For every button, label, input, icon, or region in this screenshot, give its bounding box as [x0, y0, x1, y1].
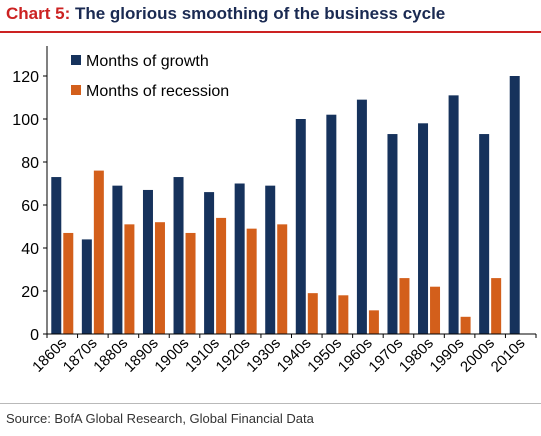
- bar-growth: [326, 114, 337, 334]
- bar-growth: [81, 239, 92, 334]
- bar-recession: [307, 293, 318, 334]
- legend-label-recession: Months of recession: [86, 83, 229, 100]
- y-tick-label: 40: [21, 241, 39, 258]
- y-tick-label: 0: [30, 327, 39, 344]
- y-tick-label: 20: [21, 284, 39, 301]
- bar-recession: [430, 286, 441, 334]
- x-axis: 1860s1870s1880s1890s1900s1910s1920s1930s…: [29, 333, 537, 376]
- y-axis: 0 20 40 60 80 100 120: [12, 46, 48, 344]
- source-note: Source: BofA Global Research, Global Fin…: [6, 411, 314, 426]
- chart-title: Chart 5: The glorious smoothing of the b…: [6, 4, 445, 24]
- legend-swatch-growth: [71, 55, 81, 65]
- chart-title-text: The glorious smoothing of the business c…: [74, 4, 446, 23]
- chart-number: Chart 5:: [6, 4, 71, 23]
- bar-growth: [418, 123, 429, 334]
- x-tick-label: 1970s: [365, 335, 406, 376]
- x-tick-label: 1980s: [396, 335, 437, 376]
- legend: Months of growth Months of recession: [71, 53, 229, 100]
- bar-growth: [204, 192, 215, 334]
- legend-swatch-recession: [71, 85, 81, 95]
- bar-growth: [448, 95, 459, 334]
- x-tick-label: 1960s: [335, 335, 376, 376]
- bar-recession: [93, 170, 104, 334]
- x-tick-label: 2010s: [488, 335, 529, 376]
- title-rule: [0, 31, 541, 33]
- x-tick-label: 1880s: [90, 335, 131, 376]
- y-tick-label: 60: [21, 198, 39, 215]
- bar-growth: [356, 99, 367, 335]
- x-tick-label: 1990s: [426, 335, 467, 376]
- bar-growth: [295, 119, 306, 334]
- bar-recession: [338, 295, 349, 334]
- bar-growth: [509, 76, 520, 334]
- bar-recession: [399, 278, 410, 334]
- bars: [51, 76, 520, 335]
- bar-chart: 0 20 40 60 80 100 120 1860s1870s1880s1890s1900…: [12, 46, 537, 376]
- x-tick-label: 1910s: [182, 335, 223, 376]
- source-rule: [0, 403, 541, 404]
- x-tick-label: 1890s: [121, 335, 162, 376]
- bar-recession: [277, 224, 288, 334]
- x-tick-label: 1930s: [243, 335, 284, 376]
- y-tick-label: 120: [12, 69, 39, 86]
- bar-recession: [491, 278, 502, 334]
- bar-growth: [387, 134, 398, 334]
- bar-growth: [142, 189, 153, 334]
- bar-recession: [460, 316, 471, 334]
- bar-recession: [124, 224, 135, 334]
- bar-growth: [479, 134, 490, 334]
- bar-growth: [112, 185, 123, 334]
- bar-growth: [265, 185, 276, 334]
- x-tick-label: 1950s: [304, 335, 345, 376]
- y-tick-label: 80: [21, 155, 39, 172]
- bar-recession: [63, 232, 74, 334]
- bar-growth: [234, 183, 245, 334]
- legend-label-growth: Months of growth: [86, 53, 209, 70]
- x-tick-label: 1940s: [274, 335, 315, 376]
- x-tick-label: 1870s: [60, 335, 101, 376]
- bar-recession: [185, 232, 196, 334]
- x-tick-label: 2000s: [457, 335, 498, 376]
- x-tick-label: 1920s: [213, 335, 254, 376]
- x-tick-label: 1900s: [151, 335, 192, 376]
- y-tick-label: 100: [12, 112, 39, 129]
- bar-recession: [154, 222, 165, 334]
- bar-recession: [216, 217, 227, 334]
- bar-recession: [246, 228, 257, 334]
- bar-recession: [368, 310, 379, 334]
- bar-growth: [173, 177, 184, 334]
- bar-growth: [51, 177, 62, 334]
